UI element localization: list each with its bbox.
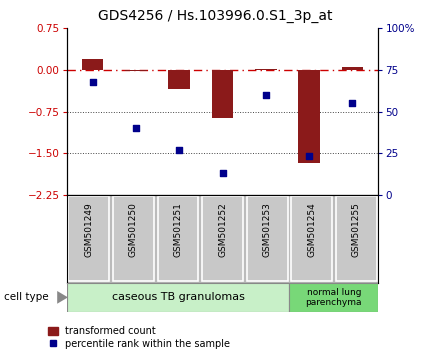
Bar — [341, 67, 363, 70]
Legend: transformed count, percentile rank within the sample: transformed count, percentile rank withi… — [48, 326, 230, 349]
Bar — [82, 59, 104, 70]
Text: normal lung
parenchyma: normal lung parenchyma — [306, 288, 362, 307]
Bar — [202, 196, 243, 281]
Text: GSM501254: GSM501254 — [307, 202, 316, 257]
Point — [219, 170, 226, 176]
Point — [306, 154, 313, 159]
Bar — [291, 196, 332, 281]
Bar — [169, 70, 190, 89]
Bar — [125, 70, 147, 71]
Text: GSM501252: GSM501252 — [218, 202, 227, 257]
Text: cell type: cell type — [4, 292, 49, 302]
Text: caseous TB granulomas: caseous TB granulomas — [111, 292, 244, 302]
Bar — [298, 70, 320, 163]
Text: GDS4256 / Hs.103996.0.S1_3p_at: GDS4256 / Hs.103996.0.S1_3p_at — [98, 9, 332, 23]
Bar — [157, 196, 199, 281]
Point — [132, 125, 139, 131]
Bar — [246, 196, 288, 281]
Point — [89, 79, 96, 84]
Bar — [67, 283, 289, 312]
Bar — [289, 283, 378, 312]
Point — [262, 92, 269, 98]
Bar — [113, 196, 154, 281]
Point — [176, 147, 183, 153]
Bar — [68, 196, 109, 281]
Text: GSM501253: GSM501253 — [263, 202, 272, 257]
Bar — [336, 196, 377, 281]
Bar — [255, 69, 276, 70]
Text: GSM501255: GSM501255 — [352, 202, 361, 257]
Text: GSM501250: GSM501250 — [129, 202, 138, 257]
Text: GSM501251: GSM501251 — [173, 202, 182, 257]
Point — [349, 101, 356, 106]
Bar — [212, 70, 233, 118]
Text: GSM501249: GSM501249 — [84, 202, 93, 257]
